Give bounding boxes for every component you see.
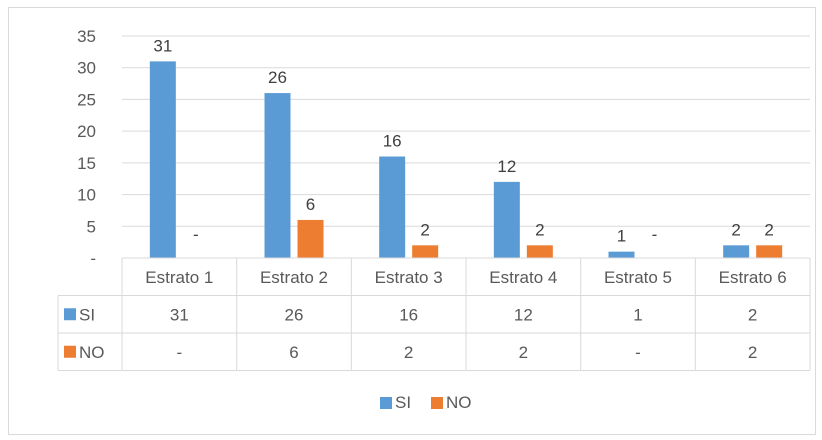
table-cell: 31 <box>170 305 189 324</box>
y-tick-label: 10 <box>77 186 96 205</box>
data-label: 2 <box>420 220 429 239</box>
table-series-name: SI <box>79 305 95 324</box>
data-label: - <box>652 225 658 244</box>
category-label: Estrato 3 <box>375 268 443 287</box>
table-cell: 2 <box>748 343 757 362</box>
table-cell: 12 <box>514 305 533 324</box>
bars <box>149 61 783 258</box>
table-cell: 1 <box>633 305 642 324</box>
table-cell: - <box>635 343 641 362</box>
y-tick-label: 15 <box>77 154 96 173</box>
table-cell: 2 <box>748 305 757 324</box>
category-label: Estrato 5 <box>604 268 672 287</box>
table-series-name: NO <box>79 343 105 362</box>
bar-no <box>526 245 553 258</box>
bar-si <box>264 93 291 258</box>
legend-label: NO <box>446 393 472 412</box>
bar-si <box>608 251 635 258</box>
y-axis-ticks: - 5 10 15 20 25 30 35 <box>77 27 96 268</box>
table-cell: 26 <box>285 305 304 324</box>
bar-si <box>493 181 520 258</box>
gridlines <box>122 35 810 227</box>
y-tick-label: 30 <box>77 59 96 78</box>
y-tick-label: 5 <box>87 217 96 236</box>
data-label: 1 <box>617 227 626 246</box>
data-labels: 31 - 26 6 16 2 12 2 1 - 2 2 <box>153 36 774 245</box>
bar-si <box>379 156 406 258</box>
chart-frame <box>8 7 816 435</box>
bar-si <box>149 61 176 258</box>
data-label: 12 <box>497 157 516 176</box>
y-tick-label: - <box>90 249 96 268</box>
data-label: 2 <box>764 220 773 239</box>
data-label: 31 <box>153 36 172 55</box>
legend-key <box>380 397 392 409</box>
data-table: Estrato 1 Estrato 2 Estrato 3 Estrato 4 Estr… <box>57 257 811 371</box>
y-tick-label: 35 <box>77 27 96 46</box>
table-cell: - <box>176 343 182 362</box>
data-label: 16 <box>383 132 402 151</box>
bar-no <box>412 245 439 258</box>
bar-no <box>297 219 324 258</box>
table-cell: 2 <box>519 343 528 362</box>
data-label: 26 <box>268 68 287 87</box>
table-legend-key <box>64 308 76 321</box>
category-label: Estrato 2 <box>260 268 328 287</box>
legend-label: SI <box>395 393 411 412</box>
data-label: - <box>193 225 199 244</box>
category-label: Estrato 1 <box>145 268 213 287</box>
table-cell: 6 <box>289 343 298 362</box>
data-label: 6 <box>306 195 315 214</box>
legend: SI NO <box>380 393 472 412</box>
y-tick-label: 20 <box>77 122 96 141</box>
table-cell: 16 <box>399 305 418 324</box>
data-label: 2 <box>535 220 544 239</box>
category-label: Estrato 4 <box>489 268 557 287</box>
legend-key <box>431 397 443 409</box>
data-label: 2 <box>731 220 740 239</box>
table-cell: 2 <box>404 343 413 362</box>
table-legend-key <box>64 345 76 358</box>
bar-si <box>723 245 750 258</box>
bar-no <box>756 245 783 258</box>
y-tick-label: 25 <box>77 90 96 109</box>
category-label: Estrato 6 <box>719 268 787 287</box>
